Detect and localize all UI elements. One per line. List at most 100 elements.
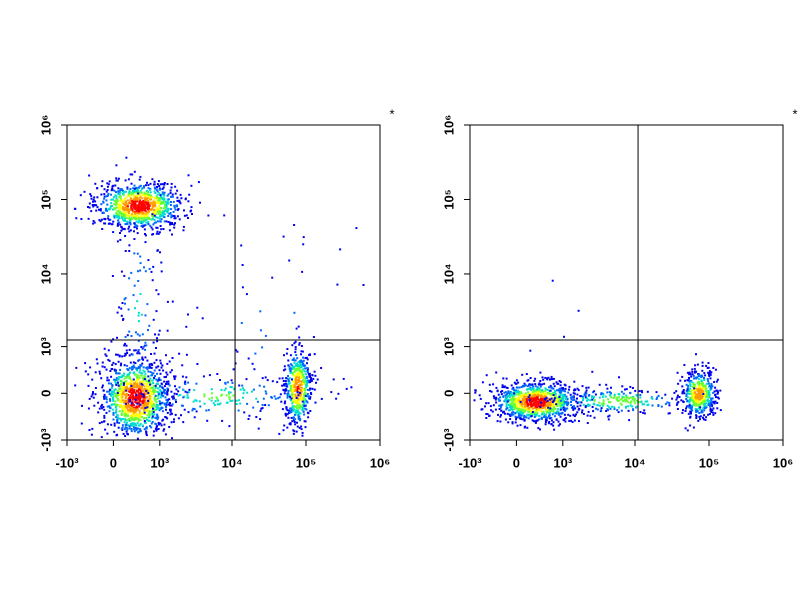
event-dot: [133, 417, 136, 420]
event-dot: [135, 373, 138, 376]
event-dot: [694, 364, 697, 367]
event-dot: [129, 397, 132, 400]
event-dot: [157, 365, 160, 368]
x-tick-label: 10⁴: [625, 455, 646, 470]
event-dot: [144, 314, 147, 317]
event-dot: [136, 352, 139, 355]
event-dot: [306, 368, 309, 371]
event-dot: [138, 358, 141, 361]
event-dot: [121, 408, 124, 410]
event-dot: [505, 408, 508, 411]
event-dot: [516, 410, 519, 413]
event-dot: [686, 387, 689, 390]
event-dot: [587, 410, 590, 413]
event-dot: [155, 359, 158, 362]
event-dot: [146, 203, 148, 205]
event-dot: [686, 392, 689, 394]
event-dot: [182, 389, 185, 392]
event-dot: [702, 418, 705, 421]
event-dot: [151, 420, 154, 423]
event-dot: [95, 209, 98, 212]
event-dot: [139, 422, 142, 425]
event-dot: [286, 383, 289, 386]
event-dot: [122, 418, 125, 420]
event-dot: [342, 377, 345, 380]
event-dot: [500, 409, 503, 412]
event-dot: [640, 400, 643, 403]
event-dot: [159, 213, 162, 216]
event-dot: [145, 388, 148, 391]
event-dot: [127, 412, 129, 415]
event-dot: [511, 387, 514, 390]
event-dot: [644, 400, 647, 403]
event-dot: [130, 182, 133, 185]
event-dot: [146, 181, 148, 184]
event-dot: [304, 391, 307, 394]
event-dot: [291, 378, 293, 381]
event-dot: [235, 399, 238, 402]
event-dot: [530, 400, 533, 403]
event-dot: [526, 408, 529, 411]
event-dot: [117, 219, 120, 222]
event-dot: [550, 423, 553, 426]
event-dot: [130, 417, 133, 420]
event-dot: [136, 427, 139, 430]
event-dot: [134, 200, 137, 203]
event-dot: [114, 363, 117, 366]
event-dot: [646, 404, 649, 407]
event-dot: [136, 389, 138, 392]
event-dot: [129, 371, 132, 374]
event-dot: [149, 224, 152, 227]
event-dot: [657, 404, 660, 407]
event-dot: [176, 189, 179, 192]
event-dot: [106, 432, 109, 435]
event-dot: [520, 406, 523, 409]
event-dot: [111, 396, 114, 399]
event-dot: [345, 387, 348, 390]
event-dot: [560, 387, 563, 390]
event-dot: [286, 377, 289, 380]
event-dot: [161, 197, 164, 199]
event-dot: [156, 226, 159, 229]
event-dot: [686, 405, 689, 407]
event-dot: [124, 415, 127, 418]
event-dot: [148, 390, 151, 393]
event-dot: [629, 404, 632, 407]
event-dot: [174, 208, 177, 211]
event-dot: [537, 406, 540, 409]
event-dot: [133, 366, 136, 369]
event-dot: [120, 211, 122, 214]
event-dot: [537, 389, 540, 392]
event-dot: [509, 391, 512, 394]
event-dot: [480, 408, 483, 411]
event-dot: [144, 233, 146, 235]
event-dot: [109, 206, 112, 209]
event-dot: [708, 393, 711, 396]
event-dot: [292, 396, 295, 399]
event-dot: [90, 194, 93, 197]
event-dot: [156, 418, 159, 421]
event-dot: [608, 401, 611, 404]
event-dot: [210, 399, 213, 402]
event-dot: [111, 205, 113, 207]
event-dot: [303, 404, 306, 407]
event-dot: [120, 362, 123, 365]
event-dot: [296, 374, 299, 377]
event-dot: [538, 400, 540, 403]
event-dot: [169, 410, 172, 413]
event-dot: [138, 371, 141, 374]
event-dot: [139, 394, 142, 397]
event-dot: [199, 201, 201, 204]
event-dot: [147, 385, 150, 388]
event-dot: [123, 214, 126, 217]
event-dot: [166, 411, 169, 414]
event-dot: [148, 419, 151, 422]
event-dot: [504, 418, 507, 421]
event-dot: [145, 432, 148, 435]
event-dot: [161, 213, 164, 216]
event-dot: [666, 401, 669, 404]
event-dot: [171, 357, 174, 359]
event-dot: [139, 175, 142, 178]
event-dot: [137, 374, 140, 377]
event-dot: [689, 405, 692, 408]
